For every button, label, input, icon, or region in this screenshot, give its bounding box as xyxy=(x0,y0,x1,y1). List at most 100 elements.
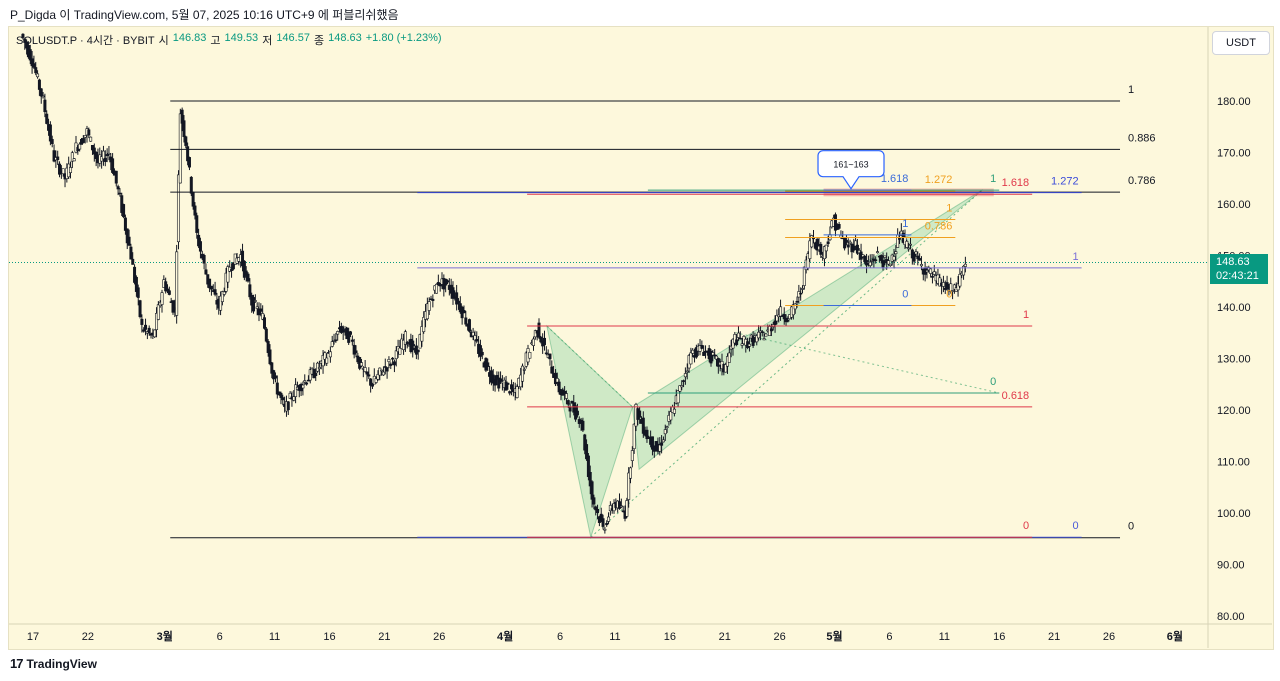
candle-body xyxy=(949,283,953,292)
candle-body xyxy=(314,372,318,376)
candle-body xyxy=(515,386,519,398)
pattern-projection-dotted-line xyxy=(735,332,1000,394)
candle-body xyxy=(321,355,325,367)
tradingview-logo-icon: 17 xyxy=(10,656,24,671)
candle-body xyxy=(186,146,190,162)
candle-body xyxy=(588,471,592,487)
fib-level-label: 0.786 xyxy=(1128,175,1156,187)
candle-body xyxy=(220,291,224,302)
candle-body xyxy=(147,327,151,334)
candle-body xyxy=(863,255,867,263)
candle-body xyxy=(45,113,49,124)
candle-body xyxy=(846,244,850,248)
fib-level-label: 1.272 xyxy=(925,174,953,186)
candle-body xyxy=(568,406,572,412)
candle-body xyxy=(350,339,354,342)
candle-body xyxy=(193,205,197,216)
candle-body xyxy=(381,371,385,376)
candle-body xyxy=(908,243,912,246)
candle-body xyxy=(775,315,779,322)
candle-body xyxy=(676,390,680,404)
candle-body xyxy=(661,439,665,443)
currency-button[interactable]: USDT xyxy=(1212,31,1270,55)
candle-body xyxy=(608,505,612,512)
candle-body xyxy=(795,300,799,303)
symbol-label[interactable]: SOLUSDT.P · 4시간 · BYBIT xyxy=(16,35,155,47)
candle-body xyxy=(801,288,805,290)
x-tick-label: 4월 xyxy=(497,629,513,643)
candle-body xyxy=(306,379,310,382)
candle-body xyxy=(445,280,449,283)
candle-body xyxy=(142,329,146,332)
candle-body xyxy=(914,251,918,255)
x-tick-label: 26 xyxy=(774,631,786,643)
candle-body xyxy=(273,375,277,379)
candle-body xyxy=(191,192,195,207)
candle-body xyxy=(248,284,252,298)
candle-body xyxy=(499,378,503,383)
plot-layer xyxy=(21,33,1121,540)
candle-body xyxy=(760,331,764,333)
candle-body xyxy=(773,320,777,325)
candle-body xyxy=(272,370,276,380)
candle-body xyxy=(495,375,499,380)
fib-level-label: 1.618 xyxy=(881,173,909,185)
candle-body xyxy=(892,256,896,261)
candle-body xyxy=(874,259,878,262)
fib-level-label: 0 xyxy=(1023,520,1029,532)
candle-body xyxy=(956,283,960,291)
candle-body xyxy=(963,263,967,267)
candle-body xyxy=(958,273,962,287)
candle-body xyxy=(685,370,689,373)
candle-body xyxy=(253,300,257,302)
candle-body xyxy=(590,481,594,500)
candle-body xyxy=(394,350,398,360)
last-price-value: 148.63 xyxy=(1216,256,1250,268)
fib-level-label: 0 xyxy=(1072,520,1078,532)
candle-body xyxy=(791,304,795,316)
candle-body xyxy=(601,518,605,527)
candle-body xyxy=(660,442,664,446)
chart-pane[interactable] xyxy=(8,26,1274,650)
candle-body xyxy=(815,238,819,251)
candle-body xyxy=(881,260,885,268)
candle-body xyxy=(347,331,351,343)
candle-body xyxy=(28,49,32,61)
candle-body xyxy=(951,290,955,292)
candle-body xyxy=(735,339,739,345)
y-tick-label: 110.00 xyxy=(1217,457,1250,469)
candle-body xyxy=(257,308,261,316)
candle-body xyxy=(317,367,321,370)
x-tick-label: 6 xyxy=(217,631,223,643)
candle-body xyxy=(680,385,684,388)
candle-body xyxy=(669,411,673,421)
candle-body xyxy=(107,152,111,155)
candle-body xyxy=(25,41,29,49)
candle-body xyxy=(786,320,790,322)
candle-body xyxy=(740,343,744,346)
candle-body xyxy=(952,284,956,290)
candle-body xyxy=(585,444,589,460)
tradingview-logo[interactable]: 17 TradingView xyxy=(10,656,97,671)
candle-body xyxy=(175,251,179,316)
candle-body xyxy=(711,352,715,356)
candle-body xyxy=(731,338,735,349)
candle-body xyxy=(259,308,263,312)
candle-body xyxy=(325,357,329,364)
candle-body xyxy=(255,306,259,309)
candle-body xyxy=(294,384,298,397)
candle-body xyxy=(848,241,852,244)
candle-body xyxy=(645,429,649,440)
candle-body xyxy=(596,508,600,514)
candle-body xyxy=(480,351,484,356)
x-tick-label: 21 xyxy=(378,631,390,643)
candle-body xyxy=(689,352,693,365)
candle-body xyxy=(762,338,766,341)
candle-body xyxy=(925,270,929,273)
candle-body xyxy=(751,335,755,346)
candle-body xyxy=(916,255,920,260)
candle-body xyxy=(894,251,898,255)
candle-body xyxy=(378,367,382,376)
low-value: 146.57 xyxy=(276,32,310,44)
